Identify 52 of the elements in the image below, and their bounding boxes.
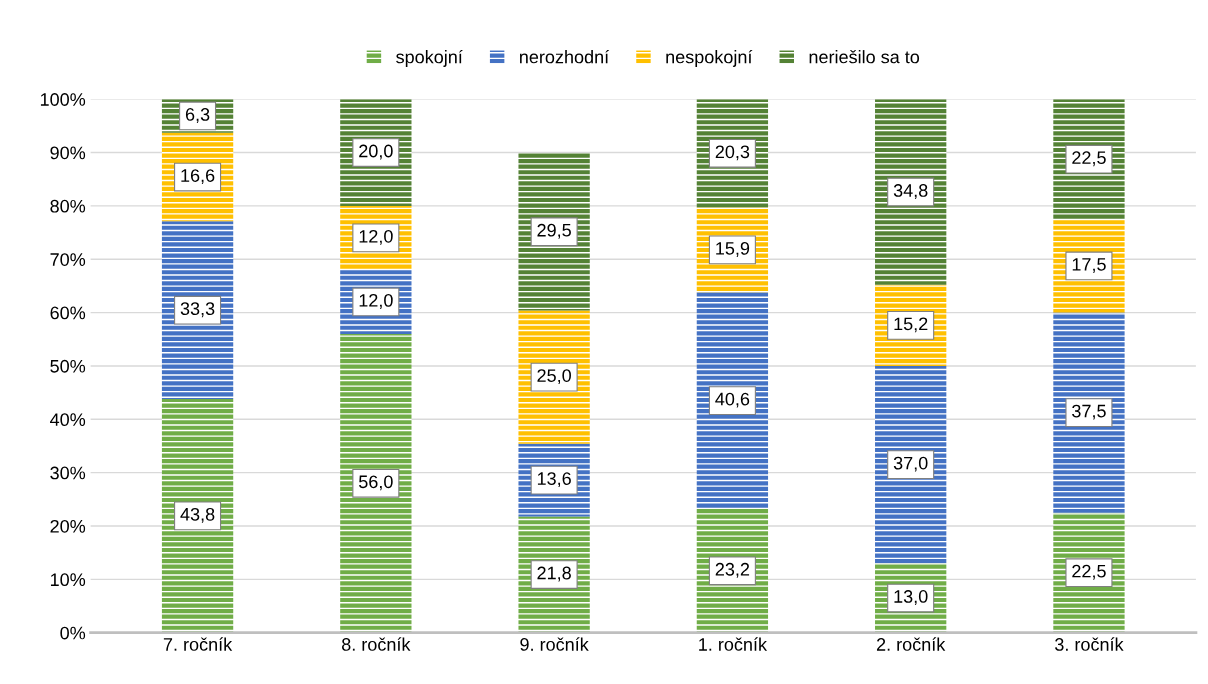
data-label: 21,8 xyxy=(537,566,571,582)
y-tick-label: 70% xyxy=(50,253,86,266)
data-label: 20,3 xyxy=(715,145,750,161)
legend-label: nerozhodní xyxy=(520,49,610,64)
legend-label: nespokojní xyxy=(666,49,753,67)
data-label: 40,6 xyxy=(715,392,750,408)
y-tick-label: 30% xyxy=(50,466,86,480)
bar xyxy=(161,221,234,400)
data-label: 15,9 xyxy=(716,241,750,257)
data-label: 22,5 xyxy=(1072,151,1106,167)
bar xyxy=(696,292,769,509)
bar xyxy=(1053,312,1125,513)
x-tick-label: 9. ročník xyxy=(520,637,589,651)
x-tick-label: 8. ročník xyxy=(342,637,411,651)
data-label: 34,8 xyxy=(893,184,928,199)
y-tick-label: 90% xyxy=(50,146,86,160)
x-tick-label: 7. ročník xyxy=(163,637,233,651)
y-tick-label: 20% xyxy=(50,519,86,533)
data-label: 37,0 xyxy=(893,456,928,472)
x-tick-label: 1. ročník xyxy=(699,637,768,651)
y-tick-label: 50% xyxy=(50,359,86,373)
bar xyxy=(875,365,947,564)
y-tick-label: 40% xyxy=(50,413,86,427)
y-tick-label: 80% xyxy=(50,199,86,213)
data-label: 13,0 xyxy=(894,590,928,605)
legend-label: neriešilo sa to xyxy=(809,50,920,64)
data-label: 17,5 xyxy=(1072,258,1106,273)
y-tick-label: 0% xyxy=(60,626,86,640)
data-label: 23,2 xyxy=(715,562,750,578)
data-label: 37,5 xyxy=(1072,404,1106,420)
data-label: 29,5 xyxy=(537,223,571,239)
bar xyxy=(161,399,234,633)
data-label: 13,6 xyxy=(537,472,571,488)
y-tick-label: 100% xyxy=(40,93,86,106)
legend-label: spokojní xyxy=(396,49,463,67)
x-tick-label: 2. ročník xyxy=(876,637,946,651)
data-label: 15,2 xyxy=(894,317,928,333)
data-label: 12,0 xyxy=(359,229,393,245)
data-label: 12,0 xyxy=(359,293,393,309)
data-label: 16,6 xyxy=(181,169,215,185)
x-tick-label: 3. ročník xyxy=(1055,637,1124,651)
data-label: 6,3 xyxy=(185,108,210,123)
data-label: 33,3 xyxy=(180,302,215,318)
bar xyxy=(875,99,947,285)
y-tick-label: 10% xyxy=(50,573,86,587)
data-label: 56,0 xyxy=(359,475,393,491)
data-label: 43,8 xyxy=(180,507,215,523)
data-label: 22,5 xyxy=(1072,564,1106,580)
data-label: 20,0 xyxy=(359,144,393,160)
bar xyxy=(340,333,412,633)
y-tick-label: 60% xyxy=(50,306,86,320)
data-label: 25,0 xyxy=(537,369,571,385)
